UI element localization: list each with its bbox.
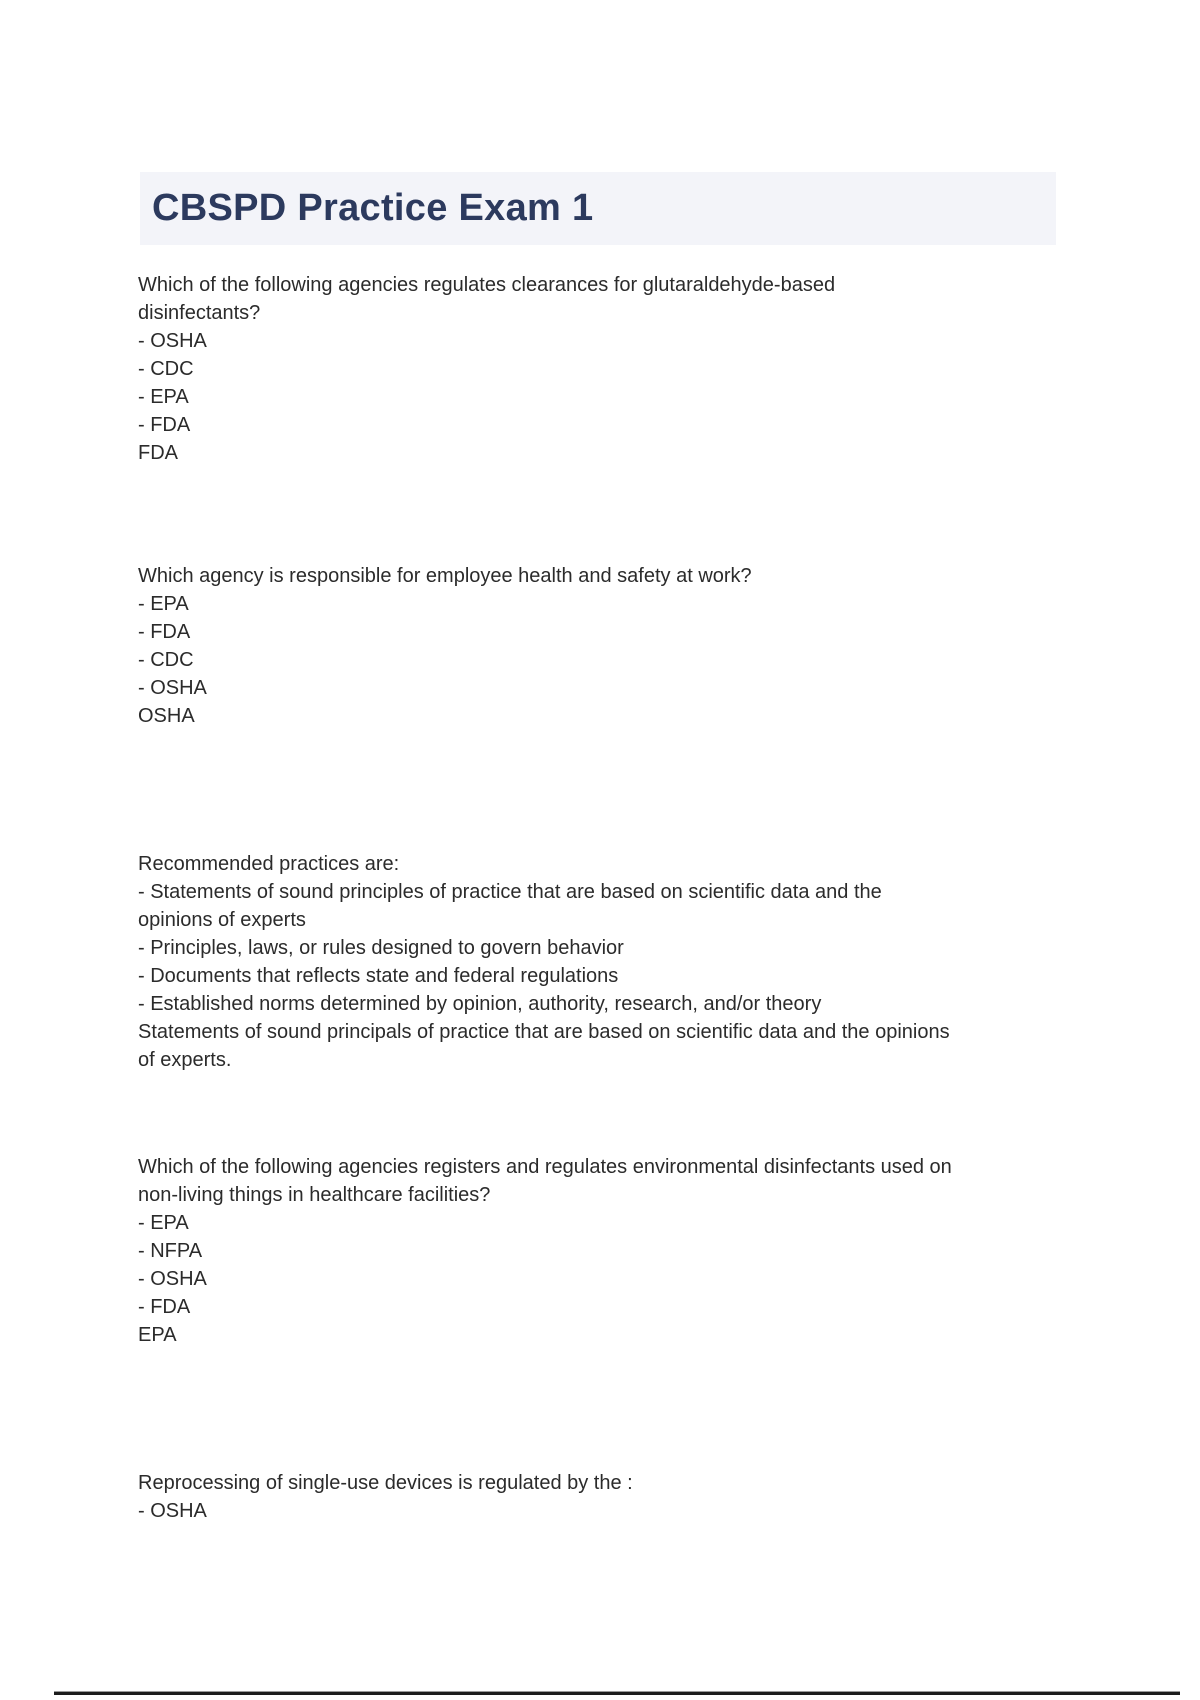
text-line: Which agency is responsible for employee… [138, 565, 752, 587]
text-line: - Established norms determined by opinio… [138, 993, 822, 1015]
text-line: Statements of sound principals of practi… [138, 1021, 950, 1043]
text-line: - OSHA [138, 1268, 207, 1290]
text-line: - OSHA [138, 677, 207, 699]
text-line: of experts. [138, 1049, 232, 1071]
text-line: Which of the following agencies register… [138, 1156, 952, 1178]
text-line: Which of the following agencies regulate… [138, 274, 836, 296]
text-line: - FDA [138, 1296, 191, 1318]
text-line: opinions of experts [138, 909, 306, 931]
question-block-5: Reprocessing of single-use devices is re… [138, 1469, 1078, 1525]
text-line: FDA [138, 442, 178, 464]
text-line: - Principles, laws, or rules designed to… [138, 937, 624, 959]
page-bottom-rule [54, 1691, 1180, 1695]
title-highlight-band: CBSPD Practice Exam 1 [140, 172, 1056, 245]
text-line: Recommended practices are: [138, 853, 400, 875]
text-line: non-living things in healthcare faciliti… [138, 1184, 491, 1206]
question-block-2: Which agency is responsible for employee… [138, 562, 1078, 730]
text-line: - EPA [138, 1212, 189, 1234]
text-line: - FDA [138, 621, 191, 643]
text-line: - OSHA [138, 1500, 207, 1522]
text-line: - CDC [138, 649, 194, 671]
text-line: EPA [138, 1324, 177, 1346]
text-line: OSHA [138, 705, 195, 727]
text-line: - NFPA [138, 1240, 203, 1262]
text-line: - OSHA [138, 330, 207, 352]
text-line: - Statements of sound principles of prac… [138, 881, 882, 903]
text-line: disinfectants? [138, 302, 261, 324]
page-title: CBSPD Practice Exam 1 [152, 187, 594, 229]
text-line: - FDA [138, 414, 191, 436]
text-line: - EPA [138, 593, 189, 615]
text-line: Reprocessing of single-use devices is re… [138, 1472, 633, 1494]
text-line: - EPA [138, 386, 189, 408]
question-block-4: Which of the following agencies register… [138, 1153, 1078, 1349]
text-line: - Documents that reflects state and fede… [138, 965, 619, 987]
question-block-1: Which of the following agencies regulate… [138, 271, 1078, 467]
question-block-3: Recommended practices are: - Statements o… [138, 850, 1078, 1074]
text-line: - CDC [138, 358, 194, 380]
